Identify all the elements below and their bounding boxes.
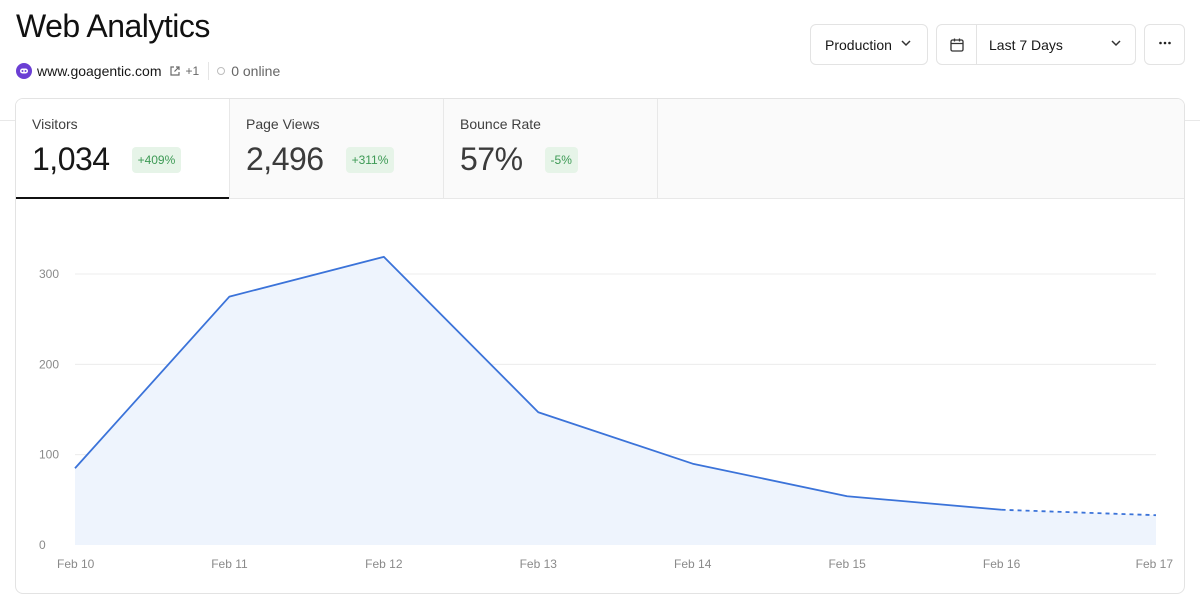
metric-value: 2,496 — [246, 141, 324, 177]
date-range-dropdown[interactable]: Last 7 Days — [977, 36, 1135, 53]
x-tick-label: Feb 11 — [211, 557, 248, 571]
metric-tabs: Visitors 1,034 +409% Page Views 2,496 +3… — [16, 99, 1184, 199]
visitors-chart-svg: 0 100 200 300 Feb 10 Feb 11 Feb 12 Feb 13 Feb 14… — [39, 255, 1174, 571]
tab-visitors[interactable]: Visitors 1,034 +409% — [16, 99, 230, 199]
y-tick-label: 200 — [39, 357, 59, 371]
x-tick-label: Feb 16 — [983, 557, 1021, 571]
site-info: www.goagentic.com +1 0 online — [16, 60, 280, 82]
x-tick-label: Feb 14 — [674, 557, 712, 571]
site-domain-link[interactable]: www.goagentic.com — [37, 63, 162, 79]
y-tick-label: 300 — [39, 267, 59, 281]
change-badge: +311% — [345, 146, 395, 173]
x-tick-label: Feb 15 — [828, 557, 866, 571]
tab-bounce-rate[interactable]: Bounce Rate 57% -5% — [444, 99, 658, 198]
divider — [208, 62, 210, 80]
change-badge: +409% — [131, 146, 182, 173]
y-tick-label: 0 — [39, 538, 46, 552]
series-line-projection — [1001, 508, 1157, 517]
analytics-card: Visitors 1,034 +409% Page Views 2,496 +3… — [15, 98, 1185, 594]
chevron-down-icon — [899, 36, 913, 53]
extra-sites-count[interactable]: +1 — [185, 64, 200, 78]
series-line — [74, 255, 1002, 511]
chevron-down-icon — [1109, 36, 1123, 53]
x-tick-label: Feb 12 — [365, 557, 403, 571]
online-count: 0 online — [231, 63, 281, 79]
calendar-icon[interactable] — [937, 25, 977, 64]
environment-label: Production — [825, 36, 892, 53]
y-tick-label: 100 — [39, 448, 59, 462]
tab-label: Visitors — [32, 116, 78, 132]
change-badge: -5% — [544, 146, 578, 173]
header-controls: Production Last 7 Days — [810, 24, 1185, 65]
date-range-select[interactable]: Last 7 Days — [936, 24, 1136, 65]
online-status-icon — [217, 67, 226, 75]
x-tick-label: Feb 13 — [520, 557, 558, 571]
area-fill — [75, 256, 1156, 545]
environment-select[interactable]: Production — [810, 24, 928, 65]
x-tick-label: Feb 10 — [57, 557, 95, 571]
site-logo-icon — [16, 63, 32, 79]
tab-label: Page Views — [246, 116, 320, 132]
tab-page-views[interactable]: Page Views 2,496 +311% — [230, 99, 444, 198]
tab-label: Bounce Rate — [460, 116, 541, 132]
more-options-button[interactable] — [1144, 24, 1185, 65]
page-title: Web Analytics — [16, 8, 210, 44]
date-range-label: Last 7 Days — [989, 36, 1063, 53]
tabs-filler — [658, 99, 1184, 198]
metric-value: 1,034 — [32, 141, 110, 177]
more-icon — [1157, 35, 1173, 54]
external-link-icon[interactable] — [168, 64, 182, 78]
metric-value: 57% — [460, 141, 523, 177]
x-tick-label: Feb 17 — [1136, 557, 1174, 571]
visitors-chart: 0 100 200 300 Feb 10 Feb 11 Feb 12 Feb 13 Feb 14… — [16, 199, 1184, 593]
